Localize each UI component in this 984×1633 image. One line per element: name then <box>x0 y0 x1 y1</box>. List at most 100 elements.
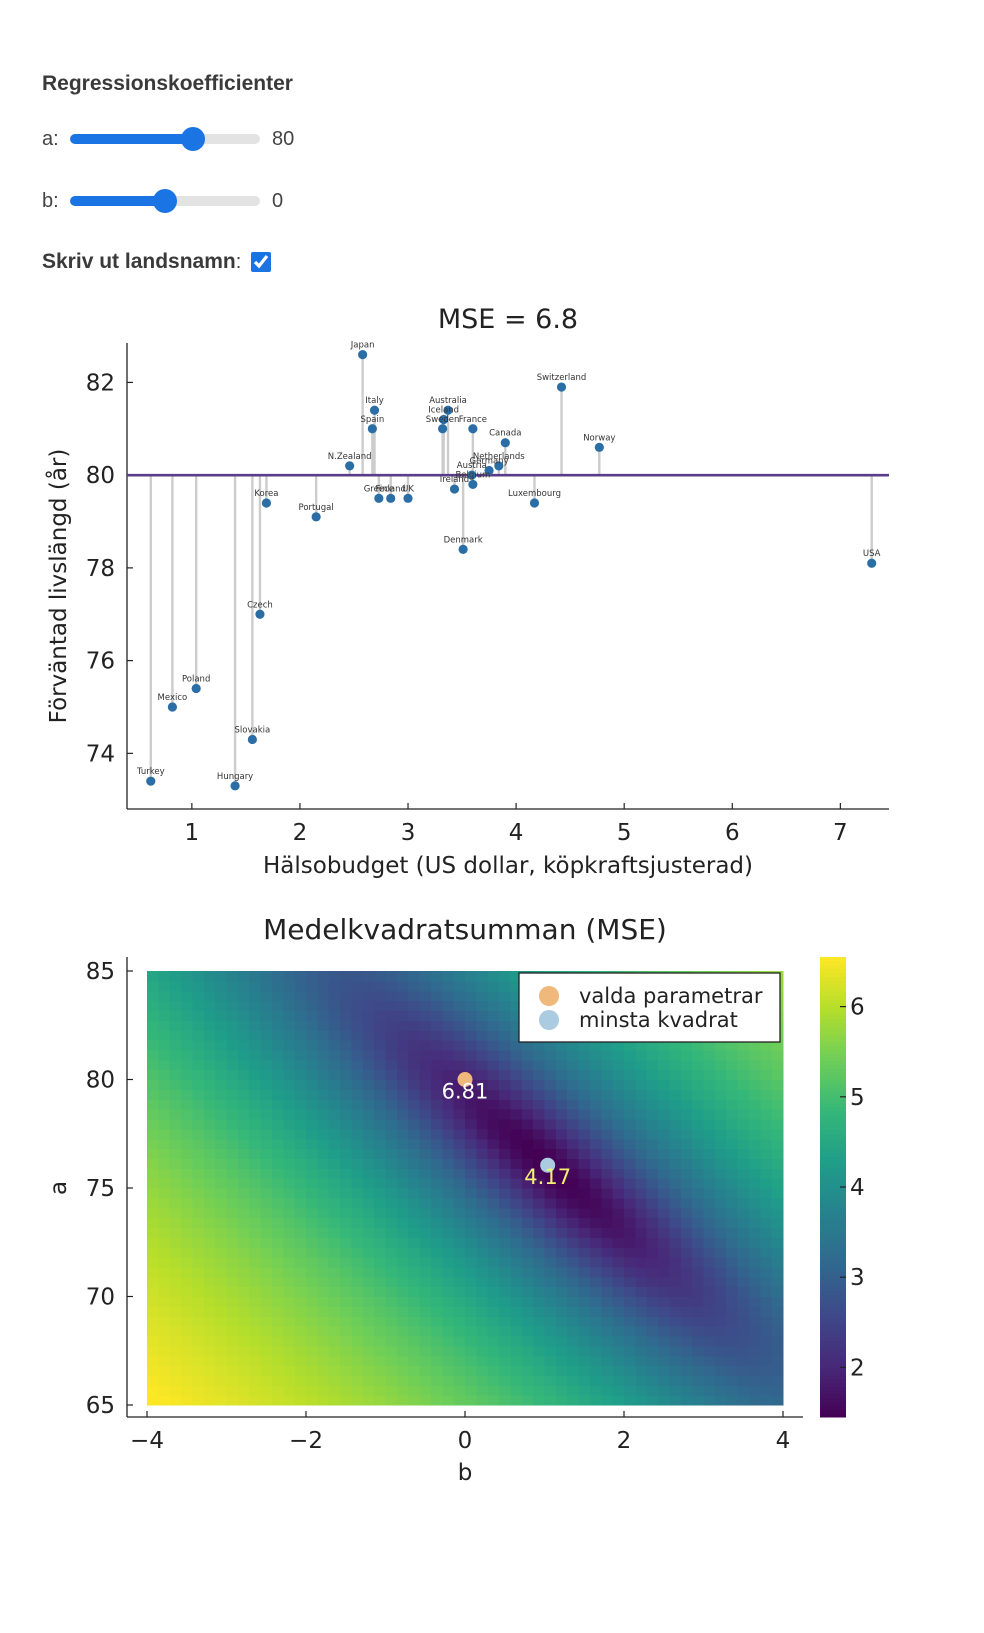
heatmap-cell <box>533 1395 546 1406</box>
heatmap-cell <box>237 1079 250 1090</box>
heatmap-cell <box>692 1247 705 1258</box>
heatmap-cell <box>351 990 364 1002</box>
heatmap-cell <box>351 1040 364 1051</box>
heatmap-cell <box>453 1049 466 1061</box>
heatmap-cell <box>181 1276 194 1288</box>
heatmap-cell <box>510 1365 523 1377</box>
heatmap-cell <box>442 1109 455 1120</box>
heatmap-cell <box>317 1316 330 1327</box>
heatmap-y-tick-label: 70 <box>86 1285 115 1311</box>
heatmap-cell <box>476 1345 489 1357</box>
heatmap-cell <box>396 1217 409 1229</box>
slider-a[interactable] <box>70 134 260 144</box>
heatmap-cell <box>453 1385 466 1396</box>
heatmap-cell <box>499 1266 512 1278</box>
heatmap-cell <box>181 1089 194 1100</box>
heatmap-cell <box>317 1188 330 1199</box>
heatmap-cell <box>249 1168 262 1179</box>
heatmap-cell <box>692 1257 705 1268</box>
heatmap-cell <box>294 1030 307 1041</box>
heatmap-cell <box>510 1118 523 1130</box>
heatmap-cell <box>237 971 250 982</box>
heatmap-cell <box>226 1010 239 1021</box>
heatmap-cell <box>226 1197 239 1209</box>
colorbar-segment <box>820 1144 846 1150</box>
heatmap-cell <box>726 1197 739 1209</box>
heatmap-cell <box>237 1109 250 1120</box>
heatmap-cell <box>703 1188 716 1199</box>
heatmap-cell <box>737 1395 750 1406</box>
heatmap-cell <box>487 980 500 992</box>
heatmap-cell <box>260 1118 273 1130</box>
heatmap-cell <box>385 1178 398 1189</box>
heatmap-cell <box>714 1385 727 1396</box>
heatmap-cell <box>317 1207 330 1219</box>
heatmap-cell <box>589 1049 602 1061</box>
heatmap-cell <box>567 1276 580 1288</box>
heatmap-cell <box>737 1306 750 1317</box>
heatmap-cell <box>658 1148 671 1160</box>
heatmap-cell <box>351 1109 364 1120</box>
heatmap-cell <box>158 1079 171 1090</box>
heatmap-cell <box>624 1197 636 1209</box>
heatmap-cell <box>555 1118 568 1130</box>
heatmap-cell <box>669 1395 682 1406</box>
heatmap-cell <box>465 1010 477 1021</box>
heatmap-cell <box>726 1385 739 1396</box>
heatmap-cell <box>328 1375 341 1386</box>
heatmap-cell <box>624 1118 636 1130</box>
heatmap-cell <box>771 1306 784 1317</box>
heatmap-cell <box>385 1385 398 1396</box>
heatmap-cell <box>737 1286 750 1298</box>
heatmap-cell <box>544 1188 557 1199</box>
heatmap-cell <box>419 1109 432 1120</box>
heatmap-cell <box>215 1247 228 1258</box>
heatmap-cell <box>465 1395 477 1406</box>
heatmap-cell <box>396 1069 409 1081</box>
heatmap-cell <box>430 1128 443 1140</box>
heatmap-cell <box>544 1257 557 1268</box>
heatmap-cell <box>544 1118 557 1130</box>
heatmap-cell <box>237 1178 250 1189</box>
heatmap-cell <box>658 1118 671 1130</box>
heatmap-cell <box>748 1296 761 1307</box>
heatmap-cell <box>555 1109 568 1120</box>
heatmap-cell <box>714 1109 727 1120</box>
heatmap-cell <box>737 1335 750 1347</box>
country-label: Greece <box>364 484 394 494</box>
heatmap-cell <box>658 1040 671 1051</box>
heatmap-cell <box>635 1227 648 1238</box>
heatmap-cell <box>215 1069 228 1081</box>
heatmap-cell <box>646 1099 659 1110</box>
heatmap-cell <box>260 1109 273 1120</box>
show-names-checkbox[interactable] <box>251 252 272 272</box>
heatmap-cell <box>351 1316 364 1327</box>
heatmap-cell <box>658 1335 671 1347</box>
colorbar-segment <box>820 972 846 977</box>
heatmap-cell <box>249 1326 262 1337</box>
slider-b[interactable] <box>70 196 260 206</box>
country-label: Turkey <box>136 767 165 777</box>
colorbar-segment <box>820 1302 846 1307</box>
country-label: Mexico <box>158 693 188 703</box>
heatmap-cell <box>635 1138 648 1150</box>
heatmap-cell <box>158 1069 171 1081</box>
heatmap-cell <box>635 1247 648 1258</box>
heatmap-cell <box>737 1118 750 1130</box>
heatmap-cell <box>578 1375 591 1386</box>
heatmap-cell <box>612 1286 625 1298</box>
heatmap-cell <box>374 1148 387 1160</box>
heatmap-cell <box>635 1168 648 1179</box>
heatmap-cell <box>612 1109 625 1120</box>
heatmap-cell <box>510 1286 523 1298</box>
heatmap-cell <box>362 1030 375 1041</box>
heatmap-cell <box>555 1355 568 1367</box>
heatmap-cell <box>237 1375 250 1386</box>
heatmap-cell <box>237 1069 250 1081</box>
heatmap-cell <box>260 1188 273 1199</box>
heatmap-cell <box>147 1266 159 1278</box>
heatmap-cell <box>430 1188 443 1199</box>
heatmap-cell <box>521 1069 534 1081</box>
heatmap-cell <box>226 1385 239 1396</box>
